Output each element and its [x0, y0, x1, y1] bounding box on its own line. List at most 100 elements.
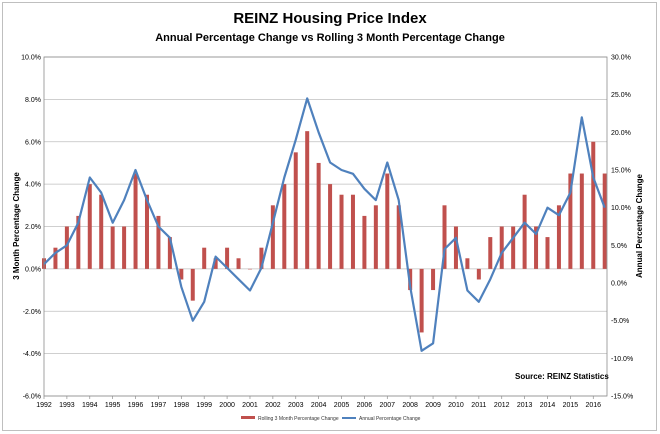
chart-subtitle: Annual Percentage Change vs Rolling 3 Mo… [155, 32, 505, 44]
bar [396, 205, 401, 269]
right-tick-label: -10.0% [611, 356, 633, 363]
annual-line [43, 97, 606, 352]
bar [133, 173, 138, 269]
right-tick-label: 10.0% [611, 205, 631, 212]
right-tick-label: 5.0% [611, 243, 627, 250]
left-tick-label: 6.0% [25, 139, 41, 146]
left-axis-title: 3 Month Percentage Change [12, 172, 21, 280]
x-tick-label: 2010 [448, 402, 464, 409]
bar [522, 194, 527, 269]
bar [579, 173, 584, 269]
x-tick-label: 2011 [471, 402, 486, 409]
bar [453, 226, 458, 269]
legend: Rolling 3 Month Percentage Change Annual… [241, 416, 421, 422]
bar [591, 141, 596, 269]
bar [339, 194, 344, 269]
bar [282, 184, 287, 269]
x-tick-label: 1998 [174, 402, 190, 409]
x-tick-label: 1995 [105, 402, 121, 409]
x-tick-label: 2016 [585, 402, 601, 409]
bar [167, 237, 172, 269]
legend-bar-swatch [241, 416, 255, 419]
x-tick-label: 1996 [128, 402, 144, 409]
bar [305, 131, 310, 269]
left-tick-label: -2.0% [23, 309, 41, 316]
left-tick-label: 2.0% [25, 224, 41, 231]
bar [602, 173, 607, 269]
x-tick-label: 1994 [82, 402, 98, 409]
bar [362, 215, 367, 269]
bar [122, 226, 127, 269]
right-tick-label: 0.0% [611, 281, 627, 288]
bar [270, 205, 275, 269]
x-axis-ticks: 1992 1993 1994 1995 1996 1997 1998 1999 2000 2001… [36, 396, 601, 409]
right-tick-label: 30.0% [611, 55, 631, 62]
bar [556, 205, 561, 269]
bar [373, 205, 378, 269]
x-tick-label: 1993 [59, 402, 75, 409]
legend-bar-label: Rolling 3 Month Percentage Change [258, 416, 339, 422]
x-tick-label: 1999 [196, 402, 212, 409]
bar [545, 237, 550, 269]
bar [110, 226, 115, 269]
bar [202, 247, 207, 269]
left-axis-ticks: 10.0% 8.0% 6.0% 4.0% 2.0% 0.0% -2.0% -4.0% -6.0% [21, 55, 41, 401]
bar [350, 194, 355, 269]
x-tick-label: 1997 [151, 402, 167, 409]
bar [259, 247, 264, 269]
left-tick-label: 10.0% [21, 55, 41, 62]
x-tick-label: 2008 [402, 402, 418, 409]
left-tick-label: -4.0% [23, 351, 41, 358]
bar [76, 215, 81, 269]
bar [144, 194, 149, 269]
right-tick-label: 20.0% [611, 130, 631, 137]
x-tick-label: 2009 [425, 402, 441, 409]
bar [213, 258, 218, 269]
x-tick-label: 2001 [242, 402, 258, 409]
bar [419, 268, 424, 333]
x-tick-label: 2012 [494, 402, 510, 409]
bar [64, 226, 69, 269]
bar [247, 268, 252, 270]
x-tick-label: 2015 [563, 402, 579, 409]
legend-line-label: Annual Percentage Change [359, 416, 421, 422]
bar [465, 258, 470, 269]
plot-border [43, 56, 608, 397]
bar [488, 237, 493, 269]
bar [225, 247, 230, 269]
bar-series [42, 131, 607, 333]
bar [476, 268, 481, 280]
bar [179, 268, 184, 280]
left-tick-label: 4.0% [25, 182, 41, 189]
right-tick-label: -5.0% [611, 318, 629, 325]
x-tick-label: 2000 [219, 402, 235, 409]
bar [53, 247, 58, 269]
bar [293, 152, 298, 269]
chart-title: REINZ Housing Price Index [233, 10, 427, 27]
bar [385, 173, 390, 269]
bar [328, 184, 333, 269]
bar [156, 215, 161, 269]
bar [87, 184, 92, 269]
left-tick-label: -6.0% [23, 394, 41, 401]
bar [431, 268, 436, 291]
x-tick-label: 1992 [36, 402, 52, 409]
bar [316, 162, 321, 269]
x-tick-label: 2006 [357, 402, 373, 409]
bar [99, 194, 104, 269]
bar [499, 226, 504, 269]
right-tick-label: 15.0% [611, 168, 631, 175]
x-tick-label: 2007 [380, 402, 396, 409]
bar [442, 205, 447, 269]
source-note: Source: REINZ Statistics [515, 372, 609, 381]
right-tick-label: -15.0% [611, 394, 633, 401]
x-tick-label: 2002 [265, 402, 281, 409]
x-tick-label: 2004 [311, 402, 327, 409]
left-tick-label: 8.0% [25, 97, 41, 104]
bar [534, 226, 539, 269]
x-tick-label: 2005 [334, 402, 350, 409]
bar [190, 268, 195, 301]
right-axis-ticks: 30.0% 25.0% 20.0% 15.0% 10.0% 5.0% 0.0% -5.0% -1… [611, 55, 633, 401]
x-tick-label: 2013 [517, 402, 533, 409]
